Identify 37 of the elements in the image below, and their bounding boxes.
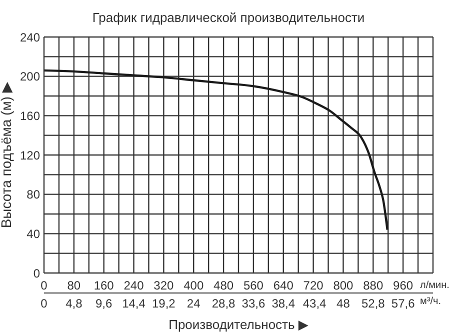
x-axis-title: Производительность ▶	[168, 317, 308, 332]
y-axis-title: Высота подъёма (м) ▶	[0, 82, 14, 228]
x-tick-label: 800	[333, 278, 354, 293]
y-tick-label: 160	[20, 108, 40, 123]
x2-tick-label: 52,8	[361, 296, 386, 311]
x2-tick-label: 38,4	[272, 296, 296, 311]
line-series	[44, 69, 388, 231]
x-tick-label: 160	[94, 278, 114, 293]
x-tick-label: 320	[154, 278, 174, 293]
chart-title: График гидравлической производительности	[91, 10, 366, 25]
x2-tick-label: 43,4	[302, 296, 327, 311]
y-tick-label: 0	[33, 266, 40, 280]
x2-tick-label: 57,6	[391, 296, 416, 311]
x2-tick-label: 14,4	[122, 296, 146, 311]
text: л/мин.	[420, 280, 450, 291]
x2-tick-label: 9,6	[96, 296, 113, 311]
y-tick-label: 240	[20, 30, 40, 44]
x2-tick-label: 19,2	[152, 296, 176, 311]
x2-tick-label: 28,8	[212, 296, 236, 311]
x-tick-label: 240	[124, 278, 144, 293]
x2-tick-label: 4,8	[66, 296, 83, 311]
x-tick-label: 480	[214, 278, 234, 293]
x-tick-label: 400	[184, 278, 204, 293]
x-tick-label: 560	[243, 278, 264, 293]
y-tick-label: 40	[26, 226, 40, 241]
x-tick-label: 80	[67, 278, 81, 293]
y-tick-label: 200	[20, 70, 40, 84]
x-tick-label: 880	[363, 278, 384, 293]
x2-tick-label: 48	[336, 296, 350, 311]
text: м³/ч.	[420, 296, 441, 307]
y-tick-label: 120	[20, 148, 40, 162]
y-tick-label: 80	[26, 188, 40, 202]
x-tick-label: 960	[393, 278, 414, 293]
x-tick-label: 640	[273, 278, 294, 293]
x2-tick-label: 33,6	[242, 296, 266, 311]
x-tick-label: 720	[303, 278, 324, 293]
x2-tick-label: 24	[186, 296, 201, 311]
